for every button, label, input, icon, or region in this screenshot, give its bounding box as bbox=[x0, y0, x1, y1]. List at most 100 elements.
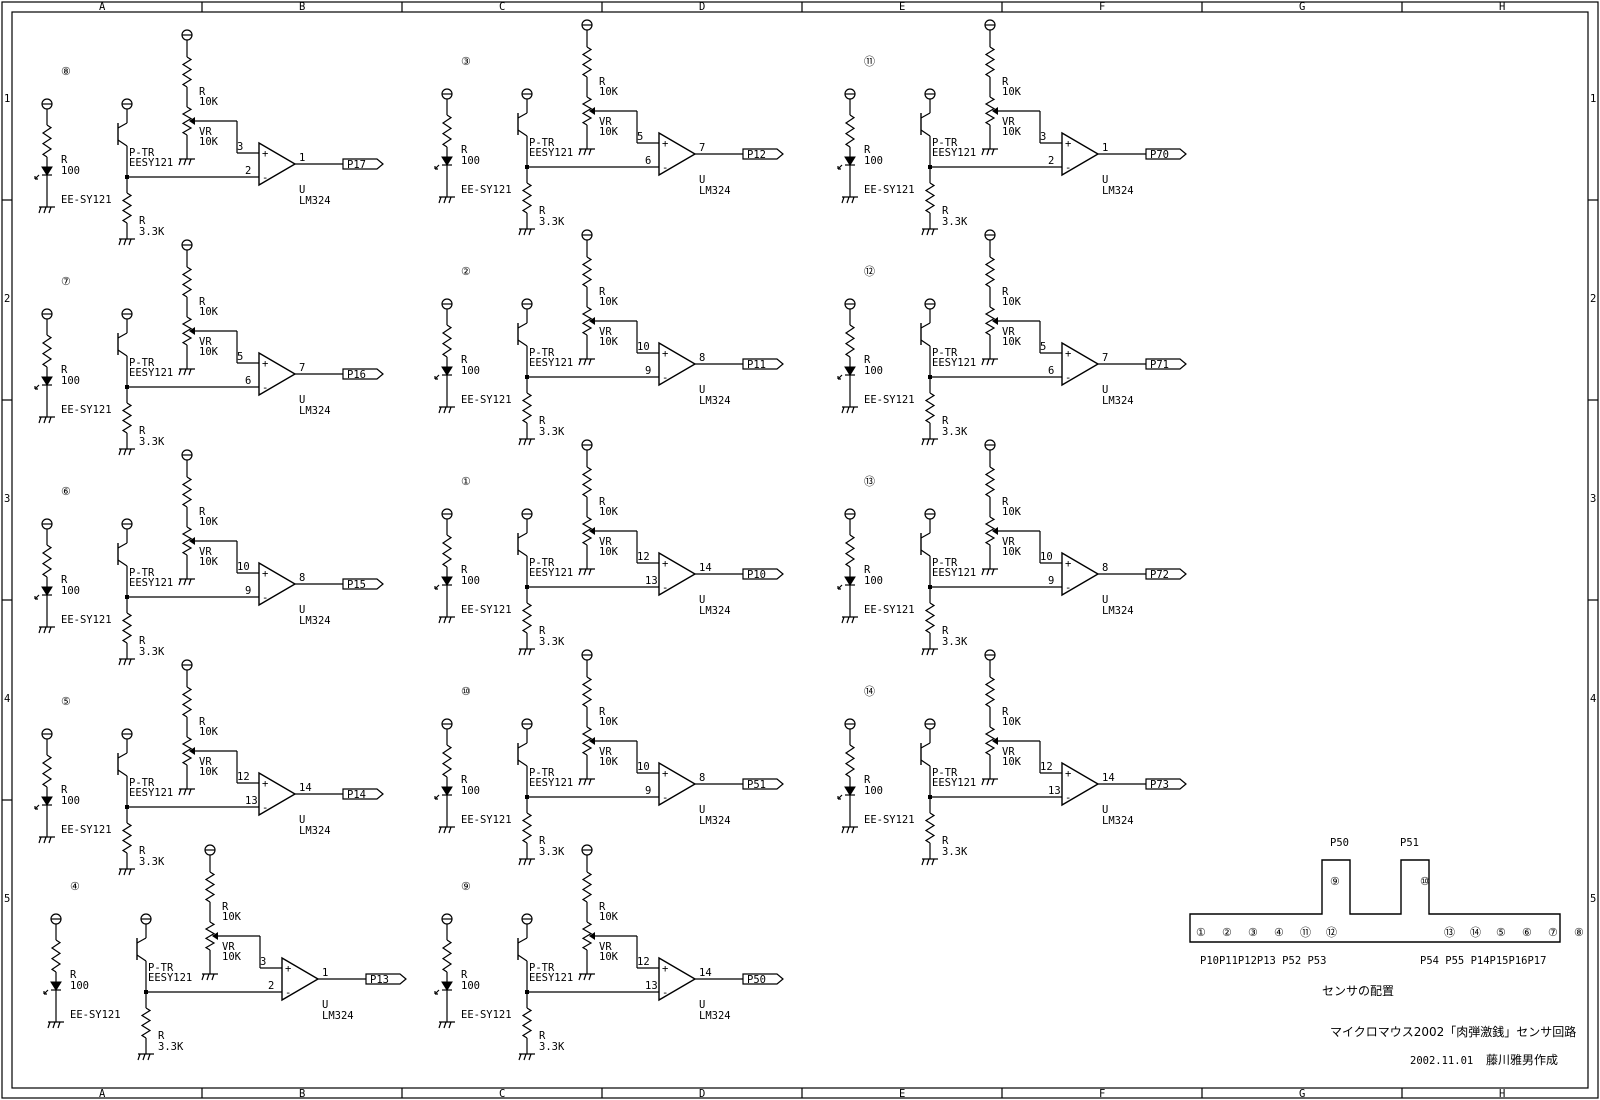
led-resistor-value: 100 bbox=[461, 365, 480, 377]
opamp-symbol bbox=[658, 956, 697, 1002]
channel-id-label: ⑪ bbox=[864, 55, 875, 68]
trimmer-resistor bbox=[581, 921, 593, 951]
divider-ref: R bbox=[199, 716, 206, 728]
trimmer-value: 10K bbox=[1002, 546, 1022, 558]
pin-number-inv: 9 bbox=[245, 585, 251, 597]
pulldown-value: 3.3K bbox=[942, 426, 968, 438]
pin-number-inv: 13 bbox=[645, 980, 658, 992]
sensor-position-id: ① bbox=[1196, 926, 1206, 939]
ground-symbol bbox=[981, 148, 998, 156]
transistor-emitter bbox=[117, 349, 128, 357]
channel-id-label: ① bbox=[461, 475, 471, 488]
opamp-symbol bbox=[258, 561, 297, 607]
drawing-author: 藤川雅男作成 bbox=[1486, 1052, 1558, 1067]
pulldown-ref: R bbox=[139, 845, 146, 857]
plus-sign: + bbox=[662, 558, 668, 570]
divider-resistor bbox=[581, 466, 593, 498]
divider-value: 10K bbox=[1002, 716, 1022, 728]
transistor-ref: P-TR bbox=[932, 137, 958, 149]
transistor-part: EESY121 bbox=[129, 367, 173, 379]
pulldown-resistor bbox=[924, 392, 936, 424]
sensor-part-label: EE-SY121 bbox=[864, 604, 915, 616]
sensor-part-label: EE-SY121 bbox=[864, 184, 915, 196]
light-arrow-icon bbox=[34, 594, 40, 600]
trimmer-resistor bbox=[984, 726, 996, 756]
ports-left-label: P10P11P12P13 P52 P53 bbox=[1200, 955, 1326, 967]
divider-value: 10K bbox=[599, 716, 619, 728]
opamp-part: LM324 bbox=[299, 615, 331, 627]
transistor-emitter bbox=[517, 129, 528, 137]
led-resistor-value: 100 bbox=[864, 365, 883, 377]
sensor-channel: ②R100EE-SY121P-TREESY121R3.3KR10KVR10K+-… bbox=[434, 229, 784, 446]
trimmer-ref: VR bbox=[599, 116, 612, 128]
led-resistor-value: 100 bbox=[61, 585, 80, 597]
trimmer-ref: VR bbox=[1002, 746, 1015, 758]
pin-number-noninv: 5 bbox=[637, 131, 643, 143]
transistor-part: EESY121 bbox=[529, 147, 573, 159]
pulldown-resistor bbox=[521, 1007, 533, 1039]
sensor-position-id: ⑦ bbox=[1548, 926, 1558, 939]
wiper-arrow-icon bbox=[589, 107, 595, 115]
ground-symbol bbox=[38, 416, 55, 424]
transistor-emitter bbox=[117, 559, 128, 567]
plus-sign: + bbox=[262, 358, 268, 370]
row-label-left: 1 bbox=[4, 93, 10, 105]
wiper-arrow-icon bbox=[992, 737, 998, 745]
ground-symbol bbox=[518, 228, 535, 236]
port-label: P71 bbox=[1150, 359, 1169, 371]
channel-id-label: ⑤ bbox=[61, 695, 71, 708]
port-flag bbox=[342, 158, 384, 170]
minus-sign: - bbox=[1065, 372, 1071, 384]
ground-symbol bbox=[38, 206, 55, 214]
opamp-part: LM324 bbox=[699, 1010, 731, 1022]
opamp-part: LM324 bbox=[699, 395, 731, 407]
ground-symbol bbox=[578, 358, 595, 366]
led-resistor-ref: R bbox=[864, 354, 871, 366]
transistor-collector bbox=[920, 322, 931, 329]
led-resistor-ref: R bbox=[864, 774, 871, 786]
opamp-ref: U bbox=[1102, 594, 1108, 606]
ground-symbol bbox=[518, 858, 535, 866]
row-label-left: 4 bbox=[4, 693, 10, 705]
column-label-top: H bbox=[1499, 1, 1505, 13]
opamp-symbol bbox=[1061, 131, 1100, 177]
opamp-symbol bbox=[258, 351, 297, 397]
pin-number-inv: 2 bbox=[1048, 155, 1054, 167]
slot-label-p51: P51 bbox=[1400, 837, 1419, 849]
divider-resistor bbox=[581, 46, 593, 78]
pin-number-out: 8 bbox=[299, 572, 305, 584]
opamp-part: LM324 bbox=[699, 815, 731, 827]
transistor-part: EESY121 bbox=[932, 357, 976, 369]
led-resistor-value: 100 bbox=[461, 575, 480, 587]
transistor-ref: P-TR bbox=[529, 557, 555, 569]
pin-number-out: 7 bbox=[1102, 352, 1108, 364]
divider-value: 10K bbox=[199, 726, 219, 738]
led-resistor bbox=[441, 114, 453, 148]
ground-symbol bbox=[178, 368, 195, 376]
led-icon bbox=[441, 366, 453, 376]
opamp-part: LM324 bbox=[1102, 605, 1134, 617]
transistor-part: EESY121 bbox=[932, 147, 976, 159]
column-label-top: B bbox=[299, 1, 305, 13]
column-label-bottom: E bbox=[899, 1088, 905, 1100]
trimmer-ref: VR bbox=[222, 941, 235, 953]
pulldown-resistor bbox=[924, 182, 936, 214]
transistor-emitter bbox=[920, 759, 931, 767]
ground-symbol bbox=[921, 438, 938, 446]
port-flag bbox=[742, 358, 784, 370]
transistor-part: EESY121 bbox=[932, 777, 976, 789]
trimmer-resistor bbox=[181, 316, 193, 346]
divider-resistor bbox=[984, 676, 996, 708]
pin-number-noninv: 10 bbox=[637, 341, 650, 353]
trimmer-value: 10K bbox=[599, 336, 619, 348]
pin-number-noninv: 10 bbox=[237, 561, 250, 573]
row-label-right: 5 bbox=[1590, 893, 1596, 905]
led-resistor-ref: R bbox=[70, 969, 77, 981]
pin-number-noninv: 5 bbox=[237, 351, 243, 363]
trimmer-value: 10K bbox=[222, 951, 242, 963]
transistor-part: EESY121 bbox=[129, 577, 173, 589]
led-resistor-ref: R bbox=[61, 784, 68, 796]
opamp-part: LM324 bbox=[299, 195, 331, 207]
